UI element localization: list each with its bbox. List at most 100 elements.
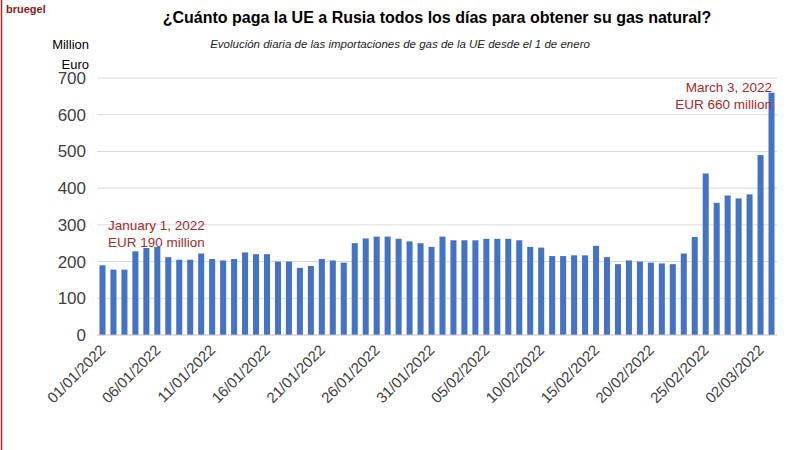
bar [692,237,698,335]
x-tick-label: 06/01/2022 [98,341,163,406]
bar [110,270,116,335]
x-tick-label: 20/02/2022 [592,341,657,406]
bar [450,240,456,335]
bar [297,268,303,335]
bar [330,260,336,335]
grid-line [97,78,777,79]
x-tick-label: 15/02/2022 [537,341,602,406]
bar [99,265,105,335]
y-tick-label: 100 [58,289,86,308]
y-axis-label-line: Million [52,37,89,52]
bar [736,198,742,335]
bar [439,237,445,335]
logo: bruegel [6,3,46,15]
y-tick-label: 0 [77,326,86,345]
x-tick-label: 10/02/2022 [482,341,547,406]
bar [527,247,533,335]
bar [769,93,775,335]
annotation: EUR 190 million [108,235,205,250]
bar [549,256,555,335]
y-axis-label: MillionEuro [52,37,89,72]
bar [648,263,654,335]
chart-svg: bruegel ¿Cuánto paga la UE a Rusia todos … [0,0,800,450]
annotation: January 1, 2022 [108,218,205,233]
bar [681,253,687,335]
subtitle: Evolución diaria de las importaciones de… [210,38,590,50]
bar [143,248,149,335]
bars [99,93,774,335]
y-tick-label: 200 [58,253,86,272]
x-axis-line [97,335,777,336]
x-tick-label: 02/03/2022 [702,341,767,406]
bar [176,260,182,335]
bar [758,155,764,335]
bar [429,247,435,335]
bar [396,239,402,335]
grid-line [97,151,777,152]
bar [308,266,314,335]
x-tick-label: 21/01/2022 [263,341,328,406]
bar [516,240,522,335]
bar [121,270,127,335]
bar [264,254,270,335]
bar [418,243,424,335]
annotation: EUR 660 million [675,97,772,112]
bar [615,264,621,335]
bar [593,246,599,335]
frame-border [1,0,3,450]
bar [407,241,413,335]
y-tick-label: 700 [58,69,86,88]
bar [341,263,347,335]
x-tick-label: 31/01/2022 [373,341,438,406]
grid-line [97,114,777,115]
bar [461,240,467,335]
bar [319,259,325,335]
bar [132,251,138,335]
bar [286,262,292,335]
bar [165,257,171,335]
bar [637,262,643,335]
bar [725,195,731,335]
bar [385,237,391,335]
bar [714,203,720,335]
bar [220,260,226,335]
bar [472,240,478,335]
bar [275,262,281,335]
x-tick-label: 25/02/2022 [647,341,712,406]
bar [253,254,259,335]
bar [582,255,588,335]
bar [209,259,215,335]
bar [560,256,566,335]
bar [187,260,193,335]
bar [198,253,204,335]
x-tick-label: 01/01/2022 [43,341,108,406]
y-tick-label: 300 [58,216,86,235]
background [0,0,800,450]
y-tick-label: 500 [58,142,86,161]
bar [604,257,610,335]
bar [626,260,632,335]
title: ¿Cuánto paga la UE a Rusia todos los día… [163,9,712,26]
x-tick-label: 05/02/2022 [427,341,492,406]
bar [352,243,358,335]
bar [242,252,248,335]
bar [747,194,753,335]
chart-container: bruegel ¿Cuánto paga la UE a Rusia todos … [0,0,800,450]
bar [659,263,665,335]
bar [494,239,500,335]
x-tick-label: 26/01/2022 [318,341,383,406]
bar [571,255,577,335]
bar [231,259,237,335]
bar [703,173,709,335]
bar [538,248,544,335]
bar [670,264,676,335]
x-tick-label: 16/01/2022 [208,341,273,406]
y-tick-label: 400 [58,179,86,198]
annotation: March 3, 2022 [686,80,772,95]
grid-line [97,188,777,189]
bar [374,237,380,335]
bar [483,239,489,335]
bar [505,239,511,335]
bar [363,238,369,335]
y-tick-label: 600 [58,106,86,125]
